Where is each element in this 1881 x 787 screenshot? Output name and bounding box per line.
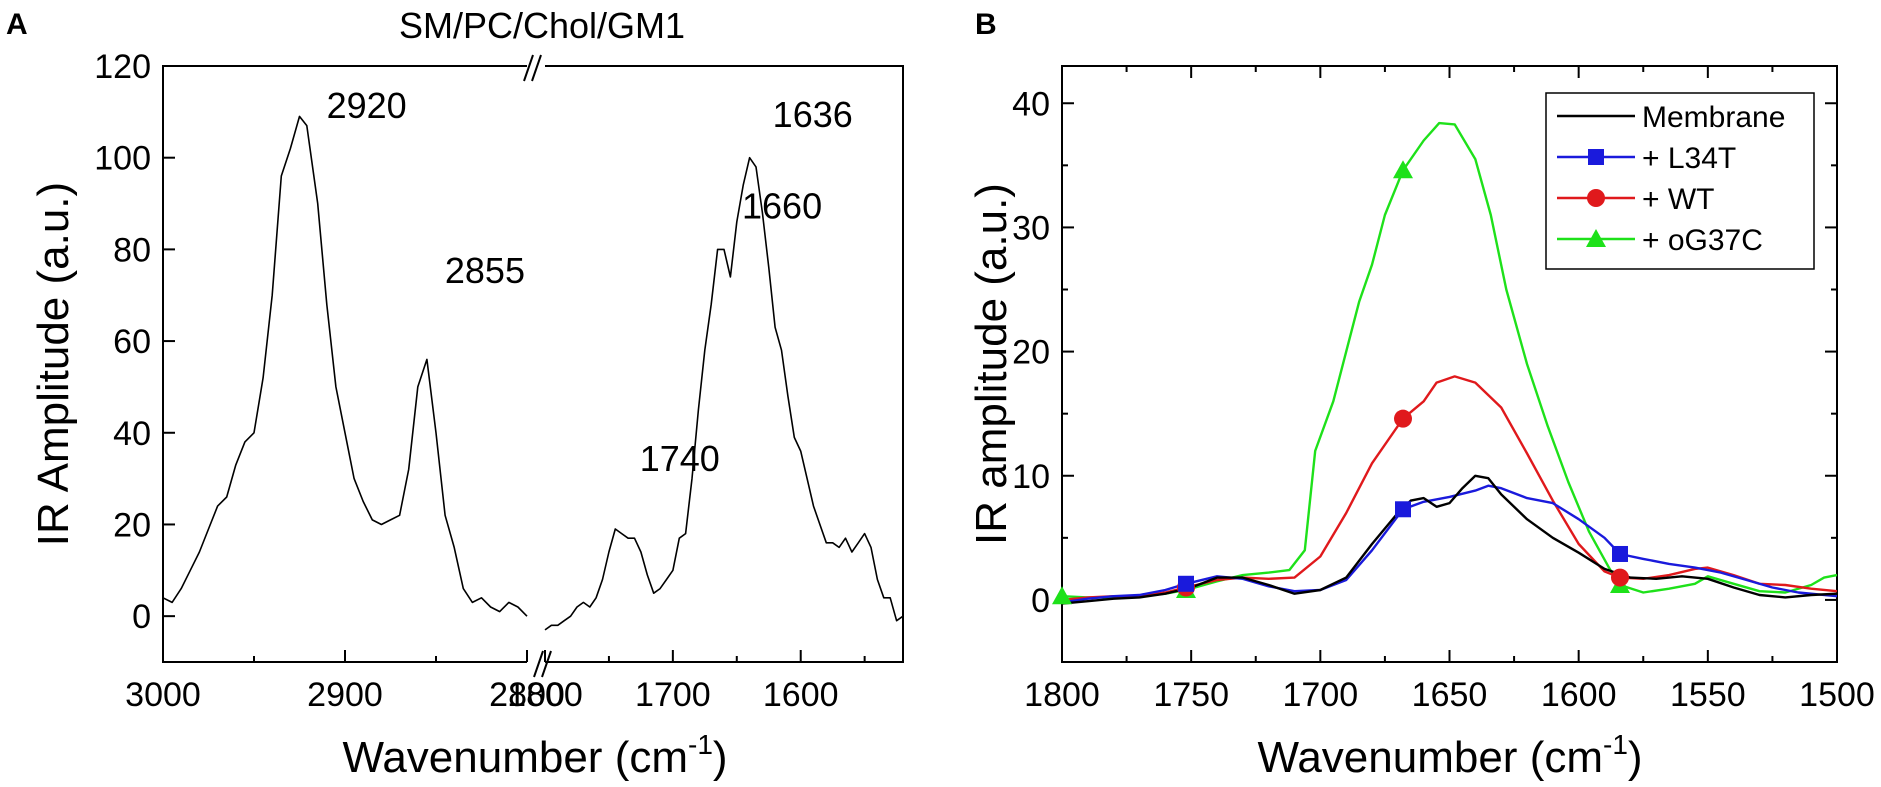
- chart-a-xlabel: Wavenumber (cm-1): [342, 729, 727, 782]
- chart-b-xtick-label: 1600: [1541, 676, 1617, 714]
- chart-a-xtick-label: 1700: [635, 676, 711, 714]
- chart-a-annotations: 2920 2855 1740 1660 1636: [327, 85, 853, 479]
- chart-b-series-marker: [1611, 568, 1629, 587]
- chart-b-legend: Membrane + L34T + WT + oG37C: [1545, 92, 1815, 270]
- chart-a-peak-label: 1660: [742, 186, 822, 227]
- chart-a-ytick-label: 60: [113, 323, 151, 361]
- chart-a-peak-label: 1740: [640, 438, 720, 479]
- chart-a: SM/PC/Chol/GM1 0 20 40 60 80 100 120 3000 2900 2…: [29, 5, 904, 782]
- chart-a-xtick-label: 3000: [125, 676, 201, 714]
- legend-marker: [1587, 189, 1605, 207]
- chart-b-ytick-label: 0: [1031, 582, 1050, 620]
- chart-a-ytick-label: 120: [94, 48, 151, 86]
- chart-b-series-marker: [1394, 409, 1412, 428]
- chart-a-lines: [162, 115, 904, 631]
- chart-b-ytick-label: 40: [1012, 85, 1050, 123]
- chart-a-peak-label: 1636: [773, 94, 853, 135]
- chart-a-series-line: [162, 115, 528, 617]
- chart-b-xlabel: Wavenumber (cm-1): [1257, 729, 1642, 782]
- chart-b-series-line: [1061, 474, 1838, 605]
- chart-b-series-marker: [1393, 160, 1413, 179]
- chart-a-peak-label: 2920: [327, 85, 407, 126]
- legend-marker: [1586, 229, 1606, 247]
- chart-b-xtick-label: 1650: [1412, 676, 1488, 714]
- chart-a-xlabel-sup: -1: [688, 729, 713, 760]
- chart-a-xlabel-end: ): [713, 733, 728, 782]
- chart-b-ytick-label: 20: [1012, 334, 1050, 372]
- chart-b-series-marker: [1178, 575, 1194, 592]
- chart-a-ytick-label: 100: [94, 140, 151, 178]
- chart-b-xlabel-end: ): [1628, 733, 1643, 782]
- chart-a-title: SM/PC/Chol/GM1: [399, 5, 685, 46]
- chart-b-xtick-label: 1700: [1283, 676, 1359, 714]
- chart-b-xtick-label: 1500: [1799, 676, 1875, 714]
- chart-b-xlabel-main: Wavenumber (cm: [1257, 733, 1603, 782]
- chart-b-xtick-label: 1550: [1670, 676, 1746, 714]
- chart-b-xtick-label: 1750: [1153, 676, 1229, 714]
- chart-b-ytick-label: 30: [1012, 209, 1050, 247]
- legend-marker: [1588, 149, 1604, 165]
- panel-label-a: A: [6, 8, 28, 41]
- legend-label: + L34T: [1642, 142, 1736, 175]
- chart-a-xlabel-main: Wavenumber (cm: [342, 733, 688, 782]
- chart-a-ytick-label: 80: [113, 231, 151, 269]
- chart-b-y-ticks: 0 10 20 30 40: [1012, 85, 1837, 620]
- chart-a-ytick-label: 40: [113, 415, 151, 453]
- chart-a-xtick-label: 1800: [507, 676, 583, 714]
- chart-a-ylabel: IR Amplitude (a.u.): [29, 182, 78, 546]
- chart-b: 0 10 20 30 40 1800 1750 1700 1650 1600 1550 1500 M…: [967, 65, 1875, 782]
- chart-b-xlabel-sup: -1: [1603, 729, 1628, 760]
- chart-a-series-line: [544, 156, 904, 631]
- chart-b-series-marker: [1612, 545, 1628, 562]
- chart-a-xtick-label: 2800: [489, 676, 565, 714]
- chart-b-series-marker: [1395, 501, 1411, 518]
- panel-label-b: B: [975, 8, 997, 41]
- chart-b-x-ticks: 1800 1750 1700 1650 1600 1550 1500: [1024, 66, 1875, 714]
- chart-b-ytick-label: 10: [1012, 458, 1050, 496]
- chart-a-frame: [162, 65, 904, 663]
- legend-label: + WT: [1642, 183, 1715, 216]
- chart-a-ytick-label: 20: [113, 506, 151, 544]
- chart-b-markers: [1052, 160, 1630, 605]
- chart-b-xtick-label: 1800: [1024, 676, 1100, 714]
- legend-label: + oG37C: [1642, 224, 1763, 257]
- chart-b-series-line: [1061, 375, 1838, 602]
- chart-a-xtick-label: 2900: [307, 676, 383, 714]
- chart-b-series-marker: [1052, 586, 1072, 605]
- chart-a-ytick-label: 0: [132, 598, 151, 636]
- chart-b-ylabel: IR amplitude (a.u.): [967, 183, 1016, 545]
- chart-a-y-ticks: 0 20 40 60 80 100 120: [94, 48, 175, 636]
- chart-a-axis-break: [523, 54, 552, 678]
- chart-a-peak-label: 2855: [445, 250, 525, 291]
- legend-label: Membrane: [1642, 101, 1785, 134]
- chart-a-xtick-label: 1600: [763, 676, 839, 714]
